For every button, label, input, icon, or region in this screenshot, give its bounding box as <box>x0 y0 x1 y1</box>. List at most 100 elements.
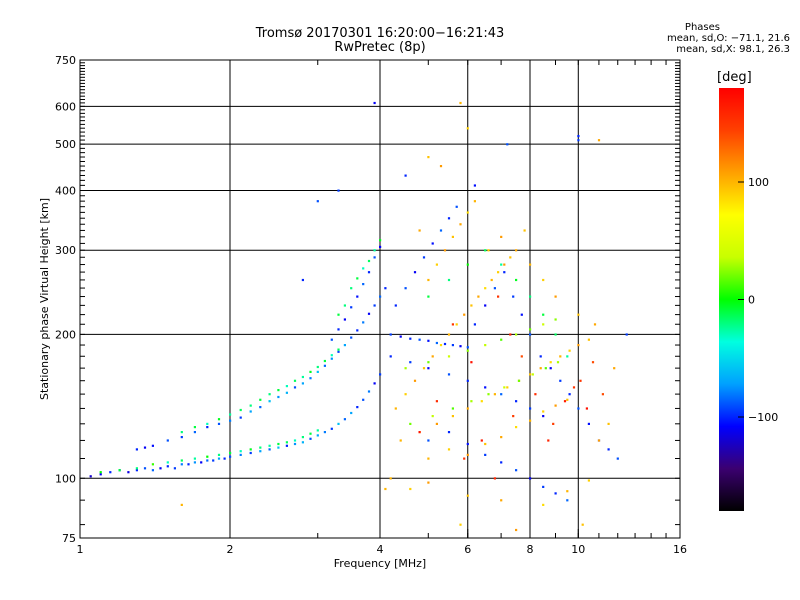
scatter-point <box>427 361 430 364</box>
scatter-point <box>180 463 183 466</box>
scatter-point <box>515 469 518 472</box>
x-axis-label: Frequency [MHz] <box>334 557 426 570</box>
scatter-point <box>466 211 469 214</box>
scatter-point <box>542 323 545 326</box>
scatter-point <box>466 453 469 456</box>
scatter-point <box>473 200 476 203</box>
scatter-point <box>379 373 382 376</box>
scatter-point <box>268 393 271 396</box>
scatter-point <box>529 328 532 331</box>
scatter-point <box>293 379 297 382</box>
y-tick-label: 75 <box>62 532 76 545</box>
scatter-point <box>455 205 458 208</box>
scatter-point <box>451 323 454 326</box>
scatter-point <box>463 457 466 460</box>
scatter-point <box>515 400 518 403</box>
scatter-point <box>394 407 397 410</box>
scatter-point <box>316 365 319 369</box>
scatter-point <box>542 503 545 506</box>
scatter-point <box>301 441 304 444</box>
scatter-point <box>542 410 545 413</box>
scatter-point <box>529 295 532 298</box>
scatter-point <box>435 400 438 403</box>
scatter-point <box>554 333 557 336</box>
scatter-points <box>89 101 628 532</box>
scatter-point <box>330 338 333 341</box>
scatter-point <box>585 407 588 410</box>
scatter-point <box>568 393 571 396</box>
scatter-point <box>316 429 319 432</box>
scatter-point <box>277 395 280 399</box>
scatter-point <box>249 451 252 455</box>
scatter-point <box>143 446 147 449</box>
scatter-point <box>293 442 297 446</box>
scatter-point <box>309 437 312 440</box>
scatter-point <box>367 259 371 263</box>
scatter-point <box>459 523 462 526</box>
scatter-point <box>439 165 443 168</box>
scatter-point <box>523 229 526 232</box>
scatter-point <box>249 404 252 407</box>
scatter-point <box>330 354 333 357</box>
scatter-point <box>89 475 92 478</box>
x-tick-label: 2 <box>227 543 234 556</box>
scatter-point <box>180 503 183 506</box>
scatter-point <box>427 367 430 370</box>
scatter-point <box>601 393 604 396</box>
scatter-point <box>343 318 346 321</box>
scatter-point <box>566 499 569 502</box>
scatter-point <box>180 436 183 439</box>
scatter-point <box>500 263 503 266</box>
scatter-point <box>427 295 430 298</box>
scatter-point <box>493 287 496 290</box>
scatter-point <box>200 461 203 464</box>
phase-stats: Phases mean, sd,O: −71.1, 21.6 mean, sd,… <box>580 22 790 55</box>
scatter-point <box>544 367 547 370</box>
scatter-point <box>427 439 430 442</box>
scatter-point <box>597 139 601 142</box>
scatter-point <box>229 455 232 458</box>
phase-stats-x: mean, sd,X: 98.1, 26.3 <box>676 44 790 55</box>
scatter-point <box>506 143 509 146</box>
scatter-point <box>470 400 473 403</box>
scatter-point <box>316 434 319 437</box>
scatter-point <box>404 287 407 290</box>
scatter-point <box>520 313 523 316</box>
scatter-point <box>337 313 340 316</box>
scatter-point <box>447 333 451 336</box>
scatter-point <box>239 408 242 412</box>
scatter-point <box>549 367 552 370</box>
scatter-point <box>466 407 469 410</box>
scatter-point <box>512 295 515 298</box>
scatter-point <box>552 422 555 425</box>
scatter-point <box>447 448 451 451</box>
scatter-point <box>515 278 518 282</box>
phase-stats-o: mean, sd,O: −71.1, 21.6 <box>667 33 790 44</box>
scatter-point <box>409 337 412 340</box>
scatter-point <box>556 361 560 364</box>
scatter-point <box>579 379 582 382</box>
scatter-point <box>166 465 169 468</box>
scatter-point <box>180 431 183 434</box>
scatter-point <box>323 364 326 367</box>
scatter-point <box>389 477 392 480</box>
scatter-point <box>512 415 515 418</box>
y-tick-label: 400 <box>55 184 76 197</box>
axes: 1 2 4 6 8 10 16 75 100 200 300 400 500 600 750 Frequenc… <box>38 54 687 570</box>
scatter-point <box>323 359 326 363</box>
scatter-point <box>554 295 557 298</box>
scatter-point <box>447 373 451 376</box>
scatter-point <box>459 223 462 226</box>
scatter-point <box>581 523 584 526</box>
phase-stats-heading: Phases <box>684 22 720 33</box>
scatter-point <box>166 439 169 442</box>
scatter-point <box>239 450 242 453</box>
scatter-point <box>373 304 376 307</box>
scatter-point <box>143 467 147 470</box>
scatter-point <box>500 338 503 341</box>
scatter-point <box>593 323 597 326</box>
scatter-point <box>459 101 462 105</box>
scatter-point <box>515 249 518 252</box>
y-tick-label: 500 <box>55 138 76 151</box>
